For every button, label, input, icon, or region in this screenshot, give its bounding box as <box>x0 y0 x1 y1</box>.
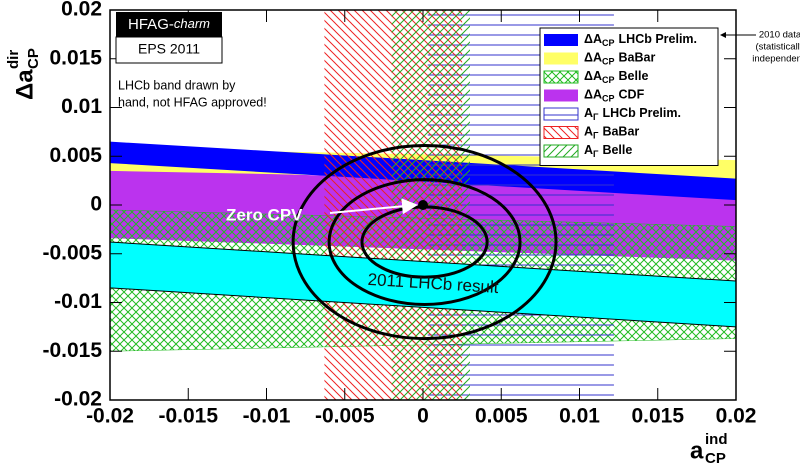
legend-label: AΓ BaBar <box>584 125 639 141</box>
x-tick-label: 0 <box>417 405 429 428</box>
legend-symbol: A <box>584 143 593 157</box>
note: hand, not HFAG approved! <box>118 95 267 109</box>
legend-subscript: Γ <box>593 131 599 141</box>
y-tick-label: 0 <box>90 193 102 216</box>
legend-label: ΔACP LHCb Prelim. <box>584 32 697 48</box>
x-label-sub: CP <box>705 450 726 467</box>
title-prefix: HFAG- <box>128 16 174 33</box>
y-tick-label: 0.005 <box>49 144 102 167</box>
legend-name: Belle <box>602 143 632 157</box>
contour <box>291 144 558 341</box>
x-tick-label: -0.015 <box>158 405 218 428</box>
side-note: independent) <box>752 54 800 65</box>
x-tick-label: 0.02 <box>716 405 757 428</box>
title-italic: charm <box>174 16 210 31</box>
zero-arrow <box>329 198 418 215</box>
legend-label: ΔACP CDF <box>584 88 645 104</box>
y-label-symbol: Δa <box>11 69 38 100</box>
x-label-symbol: a <box>690 437 704 464</box>
legend-symbol: ΔA <box>584 69 602 83</box>
legend-swatch <box>544 89 578 102</box>
y-tick-label: -0.02 <box>54 388 102 411</box>
zero-point <box>418 200 428 210</box>
legend-subscript: CP <box>602 57 615 67</box>
side-note: (statistically <box>755 42 800 53</box>
y-tick-label: 0.02 <box>61 0 102 21</box>
legend-symbol: A <box>584 125 593 139</box>
title-text: HFAG-charm <box>128 16 210 33</box>
legend-name: LHCb Prelim. <box>619 32 698 46</box>
title-box <box>116 12 222 37</box>
legend-symbol: ΔA <box>584 51 602 65</box>
subtitle: EPS 2011 <box>138 41 200 57</box>
legend-subscript: CP <box>602 75 615 85</box>
x-tick-label: 0.005 <box>475 405 528 428</box>
subtitle-box <box>115 36 223 64</box>
legend-label: AΓ LHCb Prelim. <box>584 106 681 122</box>
legend-name: BaBar <box>602 125 639 139</box>
y-tick-label: 0.015 <box>49 46 102 69</box>
y-label-sub: CP <box>25 48 42 69</box>
y-tick-label: -0.005 <box>42 241 102 264</box>
legend-swatch <box>543 126 579 139</box>
legend-swatch <box>544 52 578 65</box>
legend-label: ΔACP Belle <box>584 69 648 85</box>
legend-subscript: Γ <box>593 112 599 122</box>
x-axis-label: a ind CP <box>690 431 728 467</box>
y-tick-label: -0.01 <box>54 290 102 313</box>
legend-subscript: CP <box>602 38 615 48</box>
y-label-sup: dir <box>5 50 22 69</box>
legend-subscript: Γ <box>593 149 599 159</box>
side-note: 2010 data <box>759 30 800 41</box>
x-tick-label: 0.01 <box>559 405 600 428</box>
x-tick-label: -0.02 <box>86 405 134 428</box>
y-tick-label: 0.01 <box>61 95 102 118</box>
legend-symbol: ΔA <box>584 88 602 102</box>
legend-swatch <box>544 34 578 46</box>
x-tick-label: -0.005 <box>315 405 375 428</box>
legend-label: AΓ Belle <box>584 143 632 159</box>
legend-name: LHCb Prelim. <box>602 106 681 120</box>
zero-label: Zero CPV <box>226 205 303 224</box>
legend-symbol: ΔA <box>584 32 602 46</box>
legend-label: ΔACP BaBar <box>584 51 655 67</box>
note: LHCb band drawn by <box>118 78 236 92</box>
legend-name: CDF <box>619 88 645 102</box>
y-tick-label: -0.015 <box>42 339 102 362</box>
legend-name: Belle <box>619 69 649 83</box>
legend-swatch <box>543 70 579 84</box>
legend-subscript: CP <box>602 94 615 104</box>
result-band <box>110 241 736 328</box>
legend-name: BaBar <box>619 51 656 65</box>
contour <box>327 178 522 306</box>
x-tick-label: -0.01 <box>243 405 291 428</box>
x-label-sup: ind <box>705 431 728 448</box>
legend-symbol: A <box>584 106 593 120</box>
a-gamma-band <box>391 10 470 400</box>
legend-swatch <box>543 144 579 158</box>
x-tick-label: 0.015 <box>631 405 684 428</box>
legend-swatch <box>543 107 579 121</box>
